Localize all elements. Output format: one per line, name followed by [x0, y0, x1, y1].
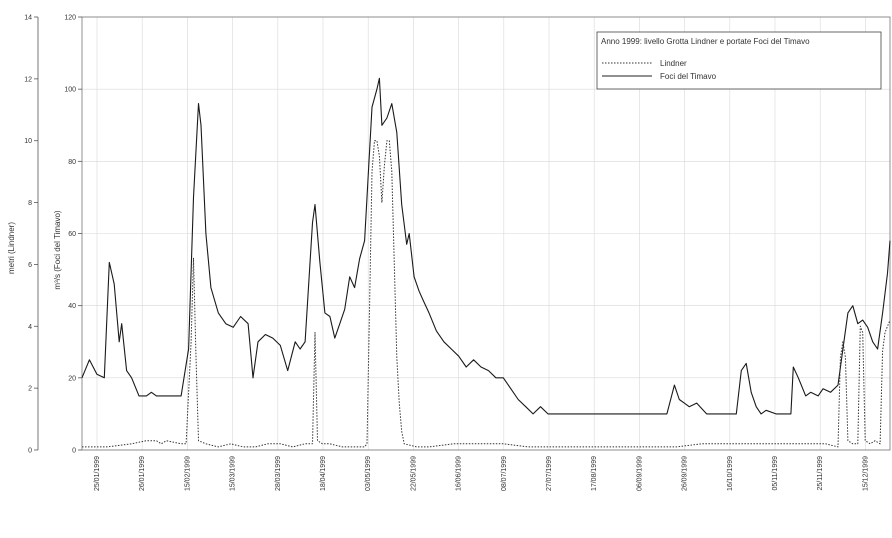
- y-left-tick-label: 8: [28, 200, 32, 207]
- x-tick-label: 18/04/1999: [320, 456, 327, 491]
- y-right-tick-label: 100: [64, 87, 76, 94]
- x-tick-label: 05/11/1999: [772, 456, 779, 491]
- legend-label-lindner: Lindner: [660, 59, 687, 68]
- y-left-tick-label: 2: [28, 386, 32, 393]
- x-tick-label: 26/09/1999: [682, 456, 689, 491]
- legend-title: Anno 1999: livello Grotta Lindner e port…: [601, 37, 810, 46]
- x-tick-label: 25/11/1999: [817, 456, 824, 491]
- y-left-tick-label: 10: [24, 138, 32, 145]
- y-left-tick-label: 6: [28, 262, 32, 269]
- x-tick-label: 25/01/1999: [94, 456, 101, 491]
- x-tick-label: 22/05/1999: [410, 456, 417, 491]
- y-right-tick-label: 60: [68, 231, 76, 238]
- x-tick-label: 15/03/1999: [230, 456, 237, 491]
- y-right-axis-title: m³/s (Foci del Timavo): [53, 210, 62, 289]
- x-ticks: 25/01/1999 26/01/1999 15/02/1999 15/03/1999…: [94, 456, 869, 491]
- x-tick-label: 15/02/1999: [184, 456, 191, 491]
- x-tick-label: 16/10/1999: [727, 456, 734, 491]
- x-tick-label: 28/03/1999: [275, 456, 282, 491]
- x-tick-label: 06/09/1999: [636, 456, 643, 491]
- x-tick-label: 27/07/1999: [546, 456, 553, 491]
- x-tick-label: 17/08/1999: [591, 456, 598, 491]
- y-right-tick-label: 120: [64, 15, 76, 22]
- legend-box: [596, 31, 882, 90]
- y-left-tick-label: 0: [28, 448, 32, 455]
- y-left-axis-title: metri (Lindner): [7, 222, 16, 274]
- y-right-ticks: 0 20 40 60 80 100 120: [64, 15, 82, 455]
- y-right-tick-label: 40: [68, 303, 76, 310]
- y-right-tick-label: 0: [72, 448, 76, 455]
- x-tick-label: 08/07/1999: [501, 456, 508, 491]
- series-lines: [81, 77, 891, 448]
- grid: [82, 16, 890, 451]
- y-right-tick-label: 80: [68, 159, 76, 166]
- y-left-tick-label: 4: [28, 324, 32, 331]
- legend-label-timavo: Foci del Timavo: [660, 72, 717, 81]
- x-tick-label: 26/01/1999: [139, 456, 146, 491]
- x-tick-label: 16/06/1999: [456, 456, 463, 491]
- x-tick-label: 03/05/1999: [365, 456, 372, 491]
- series-line-foci-del-timavo: [81, 77, 891, 415]
- y-right-tick-label: 20: [68, 375, 76, 382]
- legend: Anno 1999: livello Grotta Lindner e port…: [596, 31, 882, 90]
- x-tick-label: 15/12/1999: [862, 456, 869, 491]
- series-line-lindner: [82, 140, 891, 448]
- y-left-tick-label: 12: [24, 76, 32, 83]
- y-left-ticks: 0 2 4 6 8 10 12 14: [24, 15, 38, 455]
- y-left-tick-label: 14: [24, 15, 32, 22]
